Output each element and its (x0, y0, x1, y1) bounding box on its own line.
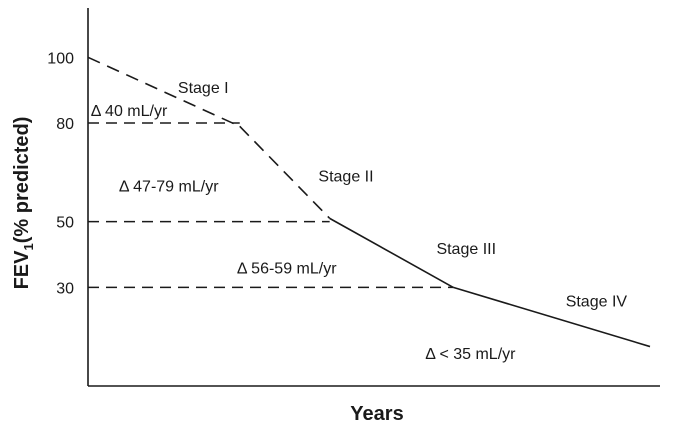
annotation-2: Stage II (318, 169, 373, 186)
stage-annotations: Stage I Stage II Stage III Stage IV Δ 40 mL/… (91, 80, 628, 363)
y-tick-50: 50 (56, 215, 74, 232)
y-axis-title-main: FEV (11, 250, 33, 290)
annotation-8: Δ < 35 mL/yr (425, 346, 516, 363)
reference-lines (88, 122, 454, 289)
x-axis-title: Years (350, 403, 403, 425)
decline-curve (87, 56, 651, 348)
annotation-5: Δ 40 mL/yr (91, 103, 168, 120)
curve-segment-3 (329, 217, 454, 289)
y-tick-labels: 100 80 50 30 (47, 50, 74, 297)
curve-segment-1 (87, 56, 241, 128)
annotation-3: Stage III (436, 241, 496, 258)
y-tick-100: 100 (47, 50, 74, 67)
annotation-6: Δ 47-79 mL/yr (119, 178, 219, 195)
y-tick-80: 80 (56, 116, 74, 133)
y-tick-30: 30 (56, 280, 74, 297)
y-axis-title-subscript: 1 (21, 243, 36, 250)
curve-segment-2 (239, 125, 331, 219)
y-axis-title: FEV1(% predicted) (11, 117, 36, 290)
annotation-1: Stage I (178, 80, 229, 97)
y-axis-title-suffix: (% predicted) (11, 117, 33, 244)
curve-segment-4 (453, 286, 651, 348)
annotation-4: Stage IV (566, 294, 628, 311)
annotation-7: Δ 56-59 mL/yr (237, 261, 337, 278)
